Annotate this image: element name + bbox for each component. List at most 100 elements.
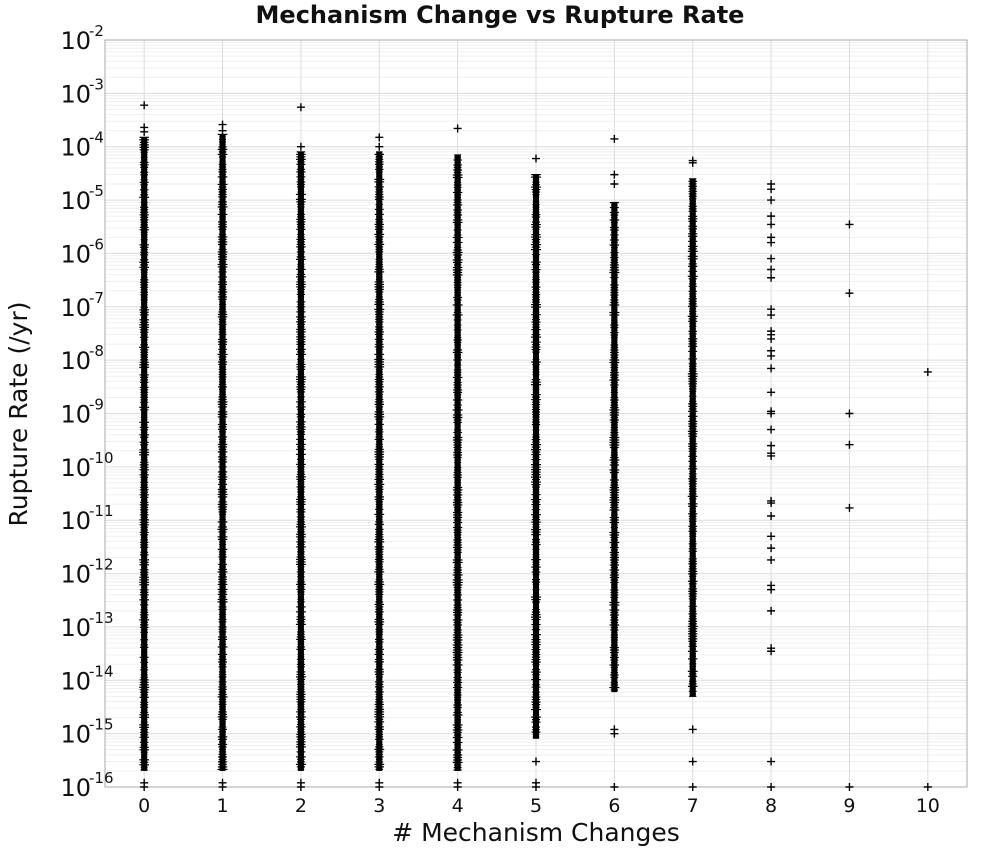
y-tick-exponent: -9 (89, 396, 104, 414)
data-point (767, 606, 776, 615)
y-tick-label: 10 (60, 667, 91, 695)
data-point (923, 783, 932, 791)
x-tick-label: 0 (138, 795, 150, 817)
y-tick-exponent: -11 (89, 502, 114, 520)
y-tick-exponent: -13 (89, 609, 114, 627)
data-point (767, 185, 776, 194)
data-point (767, 544, 776, 553)
data-point (767, 757, 776, 766)
data-point (767, 647, 776, 656)
y-tick-label: 10 (60, 721, 91, 749)
data-point (296, 103, 305, 112)
x-tick-label: 9 (843, 795, 855, 817)
y-tick-exponent: -7 (89, 289, 104, 307)
x-tick-label: 8 (765, 795, 777, 817)
y-tick-exponent: -12 (89, 556, 114, 574)
data-point (767, 311, 776, 320)
data-point (296, 783, 305, 791)
data-point (767, 585, 776, 594)
y-tick-label: 10 (60, 507, 91, 535)
data-point (375, 133, 384, 142)
data-point (453, 783, 462, 791)
data-point (610, 783, 619, 791)
y-tick-label: 10 (60, 454, 91, 482)
data-point (845, 289, 854, 298)
data-point (845, 783, 854, 791)
data-point (688, 783, 697, 791)
data-point (767, 425, 776, 434)
data-point (923, 367, 932, 376)
y-tick-label: 10 (60, 347, 91, 375)
data-point (767, 783, 776, 791)
data-point (767, 334, 776, 343)
x-tick-label: 3 (373, 795, 385, 817)
x-tick-label: 2 (295, 795, 307, 817)
x-axis-title: # Mechanism Changes (392, 818, 680, 847)
x-tick-label: 7 (687, 795, 699, 817)
x-tick-label: 10 (916, 795, 940, 817)
y-tick-label: 10 (60, 80, 91, 108)
data-point (767, 499, 776, 508)
data-point (140, 127, 149, 136)
y-tick-exponent: -14 (89, 662, 114, 680)
y-axis-title: Rupture Rate (/yr) (4, 302, 33, 527)
y-tick-exponent: -8 (89, 342, 104, 360)
y-tick-label: 10 (60, 27, 91, 55)
data-point (767, 388, 776, 397)
y-tick-exponent: -5 (89, 182, 104, 200)
x-tick-label: 6 (608, 795, 620, 817)
data-point (767, 238, 776, 247)
data-point (767, 409, 776, 418)
data-points (139, 101, 932, 791)
data-point (218, 783, 227, 791)
data-point (845, 503, 854, 512)
data-point (610, 180, 619, 189)
y-tick-exponent: -6 (89, 235, 104, 253)
y-tick-label: 10 (60, 134, 91, 162)
data-point (845, 409, 854, 418)
data-point (767, 196, 776, 205)
x-tick-label: 5 (530, 795, 542, 817)
y-tick-label: 10 (60, 401, 91, 429)
data-point (375, 783, 384, 791)
data-point (767, 364, 776, 373)
data-point (610, 170, 619, 179)
data-point (767, 265, 776, 274)
chart-title: Mechanism Change vs Rupture Rate (256, 1, 745, 29)
y-tick-exponent: -10 (89, 449, 114, 467)
data-point (610, 729, 619, 738)
y-tick-label: 10 (60, 240, 91, 268)
data-point (375, 142, 384, 151)
data-point (532, 757, 540, 766)
y-tick-exponent: -3 (89, 75, 104, 93)
y-tick-label: 10 (60, 614, 91, 642)
y-tick-label: 10 (60, 561, 91, 589)
y-tick-label: 10 (60, 774, 91, 802)
dense-point-band (219, 134, 226, 771)
y-tick-label: 10 (60, 187, 91, 215)
x-tick-label: 4 (452, 795, 464, 817)
y-tick-exponent: -16 (89, 769, 114, 787)
x-tick-labels: 0 1 2 3 4 5 6 7 8 9 10 (138, 795, 940, 817)
data-point (140, 101, 149, 110)
data-point (767, 511, 776, 520)
data-point (296, 142, 305, 151)
data-point (767, 451, 776, 460)
data-point (767, 220, 776, 229)
dense-point-band (141, 137, 148, 771)
data-point (767, 532, 776, 541)
data-point (532, 154, 540, 163)
data-point (453, 124, 462, 133)
data-point (767, 441, 776, 450)
data-point (767, 254, 776, 263)
y-tick-labels: 10-1610-1510-1410-1310-1210-1110-1010-91… (60, 22, 113, 802)
data-point (532, 783, 540, 791)
data-point (218, 126, 227, 135)
data-point (767, 351, 776, 360)
data-point (845, 220, 854, 229)
data-point (767, 273, 776, 282)
data-point (845, 440, 854, 449)
y-tick-exponent: -15 (89, 716, 114, 734)
data-point (140, 783, 149, 791)
